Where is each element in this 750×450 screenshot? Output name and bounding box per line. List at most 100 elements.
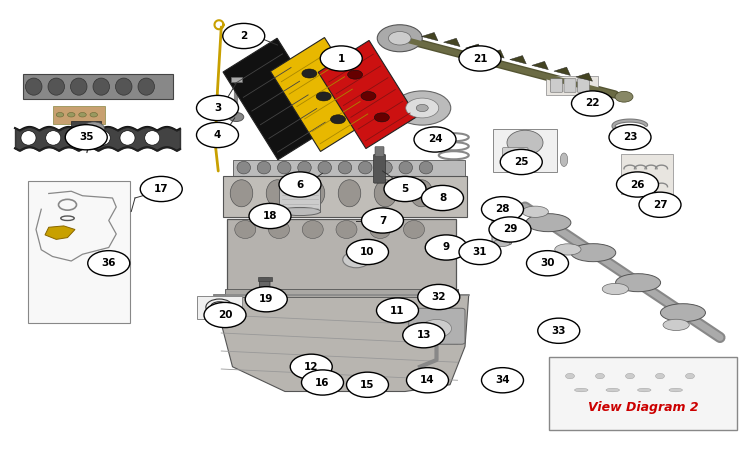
Text: 14: 14 bbox=[420, 375, 435, 385]
Circle shape bbox=[320, 46, 362, 71]
Circle shape bbox=[90, 112, 98, 117]
FancyBboxPatch shape bbox=[409, 308, 465, 344]
FancyBboxPatch shape bbox=[232, 160, 465, 176]
Ellipse shape bbox=[494, 239, 510, 247]
Ellipse shape bbox=[638, 388, 651, 392]
Circle shape bbox=[418, 284, 460, 310]
Circle shape bbox=[406, 98, 439, 118]
Circle shape bbox=[482, 368, 524, 393]
Circle shape bbox=[68, 112, 75, 117]
Text: 32: 32 bbox=[431, 292, 446, 302]
Ellipse shape bbox=[145, 131, 160, 145]
Ellipse shape bbox=[70, 131, 86, 145]
Text: 24: 24 bbox=[427, 135, 442, 144]
FancyBboxPatch shape bbox=[258, 277, 272, 281]
Ellipse shape bbox=[616, 274, 661, 292]
Circle shape bbox=[302, 370, 344, 395]
Ellipse shape bbox=[374, 180, 397, 207]
Circle shape bbox=[403, 323, 445, 348]
Circle shape bbox=[639, 192, 681, 217]
Ellipse shape bbox=[560, 153, 568, 166]
Ellipse shape bbox=[404, 220, 424, 238]
Polygon shape bbox=[532, 61, 548, 70]
FancyBboxPatch shape bbox=[564, 79, 576, 92]
Ellipse shape bbox=[237, 161, 250, 174]
Circle shape bbox=[196, 95, 238, 121]
Text: 25: 25 bbox=[514, 157, 529, 167]
Polygon shape bbox=[488, 50, 504, 58]
FancyBboxPatch shape bbox=[279, 187, 320, 212]
Ellipse shape bbox=[493, 203, 512, 211]
Ellipse shape bbox=[602, 284, 628, 295]
Ellipse shape bbox=[419, 161, 433, 174]
Circle shape bbox=[83, 122, 104, 135]
Polygon shape bbox=[576, 73, 592, 81]
FancyBboxPatch shape bbox=[53, 106, 105, 124]
Polygon shape bbox=[466, 44, 482, 52]
Circle shape bbox=[376, 298, 419, 323]
Ellipse shape bbox=[257, 161, 271, 174]
Circle shape bbox=[384, 176, 426, 202]
Text: 10: 10 bbox=[360, 247, 375, 257]
Polygon shape bbox=[318, 40, 417, 148]
Ellipse shape bbox=[95, 131, 110, 145]
Ellipse shape bbox=[116, 78, 132, 95]
FancyBboxPatch shape bbox=[231, 76, 242, 82]
Circle shape bbox=[290, 354, 332, 379]
Text: 11: 11 bbox=[390, 306, 405, 315]
Ellipse shape bbox=[21, 131, 36, 145]
Circle shape bbox=[609, 125, 651, 150]
Ellipse shape bbox=[318, 161, 332, 174]
Text: 9: 9 bbox=[442, 243, 450, 252]
FancyBboxPatch shape bbox=[225, 289, 458, 297]
Circle shape bbox=[56, 112, 64, 117]
Text: 17: 17 bbox=[154, 184, 169, 194]
Circle shape bbox=[489, 217, 531, 242]
Circle shape bbox=[459, 239, 501, 265]
Circle shape bbox=[217, 306, 222, 309]
Text: View Diagram 2: View Diagram 2 bbox=[588, 401, 698, 414]
Circle shape bbox=[425, 235, 467, 260]
Circle shape bbox=[526, 251, 568, 276]
FancyBboxPatch shape bbox=[493, 129, 557, 172]
Circle shape bbox=[245, 287, 287, 312]
FancyBboxPatch shape bbox=[492, 205, 512, 245]
Circle shape bbox=[513, 233, 525, 240]
FancyBboxPatch shape bbox=[71, 122, 101, 135]
Text: 4: 4 bbox=[214, 130, 221, 140]
FancyBboxPatch shape bbox=[546, 76, 598, 95]
Circle shape bbox=[686, 374, 694, 379]
Circle shape bbox=[416, 104, 428, 112]
Circle shape bbox=[347, 70, 362, 79]
Circle shape bbox=[316, 92, 332, 101]
FancyBboxPatch shape bbox=[260, 278, 270, 293]
Ellipse shape bbox=[526, 214, 571, 232]
FancyBboxPatch shape bbox=[621, 154, 673, 194]
Circle shape bbox=[343, 252, 370, 268]
Circle shape bbox=[377, 25, 422, 52]
Text: 22: 22 bbox=[585, 99, 600, 108]
Text: 18: 18 bbox=[262, 211, 278, 221]
FancyBboxPatch shape bbox=[578, 79, 590, 92]
Polygon shape bbox=[443, 38, 460, 46]
Text: 31: 31 bbox=[472, 247, 488, 257]
Circle shape bbox=[394, 91, 451, 125]
FancyBboxPatch shape bbox=[28, 181, 130, 323]
FancyBboxPatch shape bbox=[503, 148, 528, 167]
Ellipse shape bbox=[669, 388, 682, 392]
Text: 13: 13 bbox=[416, 330, 431, 340]
Circle shape bbox=[566, 374, 574, 379]
Circle shape bbox=[422, 185, 464, 211]
Ellipse shape bbox=[230, 180, 253, 207]
Ellipse shape bbox=[338, 180, 361, 207]
Ellipse shape bbox=[26, 78, 42, 95]
Ellipse shape bbox=[571, 244, 616, 262]
Ellipse shape bbox=[93, 78, 110, 95]
Text: 33: 33 bbox=[551, 326, 566, 336]
Circle shape bbox=[482, 197, 524, 222]
Text: 23: 23 bbox=[622, 132, 638, 142]
Ellipse shape bbox=[338, 161, 352, 174]
Circle shape bbox=[88, 251, 130, 276]
Circle shape bbox=[79, 112, 86, 117]
Circle shape bbox=[615, 91, 633, 102]
